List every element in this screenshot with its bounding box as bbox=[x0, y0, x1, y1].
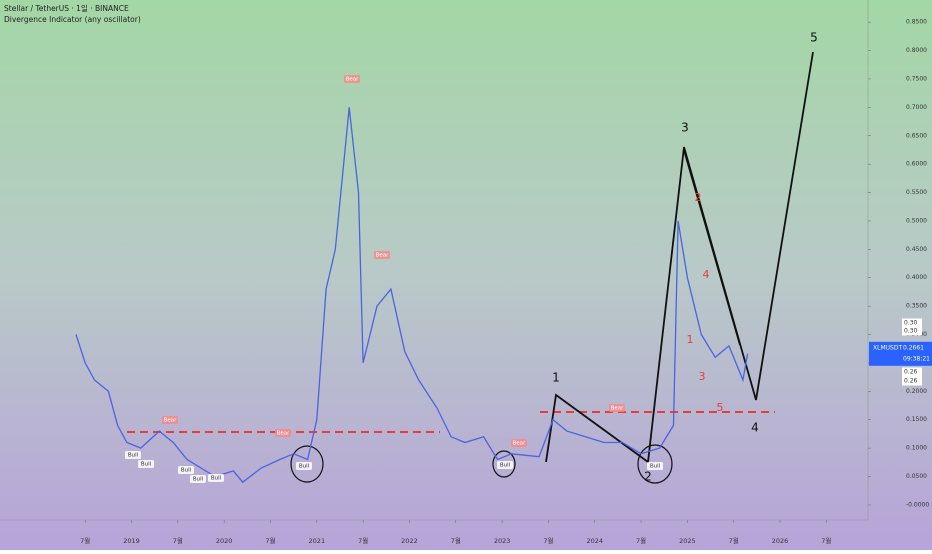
circle bbox=[637, 444, 673, 484]
signal-badge bbox=[125, 451, 141, 459]
side-badge bbox=[902, 376, 922, 386]
wave-path bbox=[683, 149, 741, 346]
signal-badge bbox=[344, 75, 360, 83]
wave-label: 1 bbox=[552, 371, 560, 385]
y-tick-label: 0.2000 bbox=[906, 388, 927, 395]
x-tick-label: 7월 bbox=[821, 536, 831, 545]
x-tick-label: 7월 bbox=[358, 536, 368, 545]
x-tick-label: 2021 bbox=[309, 537, 326, 545]
y-tick-label: 0.4500 bbox=[906, 246, 927, 253]
signal-badge bbox=[178, 466, 194, 474]
y-tick-label: 0.4000 bbox=[906, 274, 927, 281]
sub-wave-label: 4 bbox=[703, 268, 710, 281]
chart-title: Stellar / TetherUS · 1일 · BINANCE bbox=[4, 4, 129, 13]
chart-subtitle: Divergence Indicator (any oscillator) bbox=[4, 15, 141, 24]
y-tick-label: -0.0000 bbox=[906, 501, 929, 508]
signal-badge bbox=[162, 416, 178, 424]
price-badge bbox=[869, 341, 932, 366]
y-tick-label: 0.7500 bbox=[906, 75, 927, 82]
circle bbox=[492, 450, 516, 478]
y-tick-label: 0.1000 bbox=[906, 445, 927, 452]
signal-badge bbox=[296, 462, 312, 470]
signal-label: Bull bbox=[299, 464, 310, 470]
signal-badge bbox=[138, 460, 154, 468]
x-tick-label: 2024 bbox=[586, 537, 603, 545]
side-label: 0.30 bbox=[904, 320, 918, 327]
sub-wave-label: 1 bbox=[687, 333, 694, 346]
signal-label: Bull bbox=[211, 476, 222, 482]
circle bbox=[290, 445, 324, 483]
x-tick-label: 2020 bbox=[216, 537, 233, 545]
signal-label: Bear bbox=[346, 77, 360, 83]
side-label: 0.26 bbox=[904, 378, 918, 385]
wave-label: 3 bbox=[681, 121, 689, 135]
signal-label: Bull bbox=[500, 463, 511, 469]
signal-label: Bear bbox=[164, 418, 178, 424]
signal-badge bbox=[609, 404, 625, 412]
signal-badge bbox=[208, 474, 224, 482]
signal-badge bbox=[511, 439, 527, 447]
x-tick-label: 7월 bbox=[729, 536, 739, 545]
sub-wave-label: 3 bbox=[699, 370, 706, 383]
x-tick-label: 7월 bbox=[80, 536, 90, 545]
price-symbol: XLMUSDT bbox=[873, 344, 902, 351]
sub-wave-label: 2 bbox=[695, 191, 702, 204]
side-label: 0.30 bbox=[904, 328, 918, 335]
signal-label: Bull bbox=[128, 453, 139, 459]
side-badge bbox=[902, 318, 922, 328]
y-tick-label: 0.6000 bbox=[906, 161, 927, 168]
x-tick-label: 7월 bbox=[265, 536, 275, 545]
y-tick-label: 0.5000 bbox=[906, 217, 927, 224]
x-tick-label: 7월 bbox=[543, 536, 553, 545]
y-tick-label: 0.5500 bbox=[906, 189, 927, 196]
y-tick-label: 0.0500 bbox=[906, 473, 927, 480]
signal-label: Bull bbox=[193, 477, 204, 483]
signal-badge bbox=[497, 461, 513, 469]
plot bbox=[75, 107, 749, 484]
wave-path bbox=[545, 51, 814, 464]
y-tick-label: 0.3500 bbox=[906, 303, 927, 310]
sub-wave-label: 5 bbox=[717, 401, 724, 414]
signal-badge bbox=[275, 429, 291, 437]
wave-label: 2 bbox=[644, 470, 652, 484]
x-tick-label: 2025 bbox=[679, 537, 696, 545]
x-tick-label: 2019 bbox=[123, 537, 140, 545]
signal-label: Bull bbox=[141, 462, 152, 468]
price-line bbox=[75, 107, 749, 484]
signal-label: Bear bbox=[513, 441, 527, 447]
x-tick-label: 7월 bbox=[173, 536, 183, 545]
side-badge bbox=[902, 326, 922, 336]
signal-label: Bear bbox=[611, 406, 625, 412]
x-tick-label: 7월 bbox=[451, 536, 461, 545]
side-badge bbox=[902, 367, 922, 377]
signal-label: Bear bbox=[277, 431, 291, 437]
y-tick-label: 0.7000 bbox=[906, 104, 927, 111]
x-tick-label: 2022 bbox=[401, 537, 418, 545]
price-value: 0.2661 bbox=[903, 344, 924, 351]
signal-badge bbox=[190, 475, 206, 483]
y-tick-label: 0.6500 bbox=[906, 132, 927, 139]
x-tick-label: 2023 bbox=[494, 537, 511, 545]
signal-label: Bear bbox=[376, 253, 390, 259]
side-label: 0.26 bbox=[904, 369, 918, 376]
signal-badge bbox=[647, 462, 663, 470]
circles bbox=[290, 444, 673, 484]
x-tick-label: 2026 bbox=[772, 537, 789, 545]
x-tick-label: 7월 bbox=[636, 536, 646, 545]
y-tick-label: 0.1500 bbox=[906, 416, 927, 423]
wave-label: 5 bbox=[810, 31, 818, 45]
y-tick-label: 0.8000 bbox=[906, 47, 927, 54]
y-tick-label: 0.8500 bbox=[906, 19, 927, 26]
signal-label: Bull bbox=[181, 468, 192, 474]
signal-badge bbox=[374, 251, 390, 259]
price-time: 09:38:21 bbox=[903, 355, 930, 362]
signal-label: Bull bbox=[650, 464, 661, 470]
wave-label: 4 bbox=[751, 421, 759, 435]
